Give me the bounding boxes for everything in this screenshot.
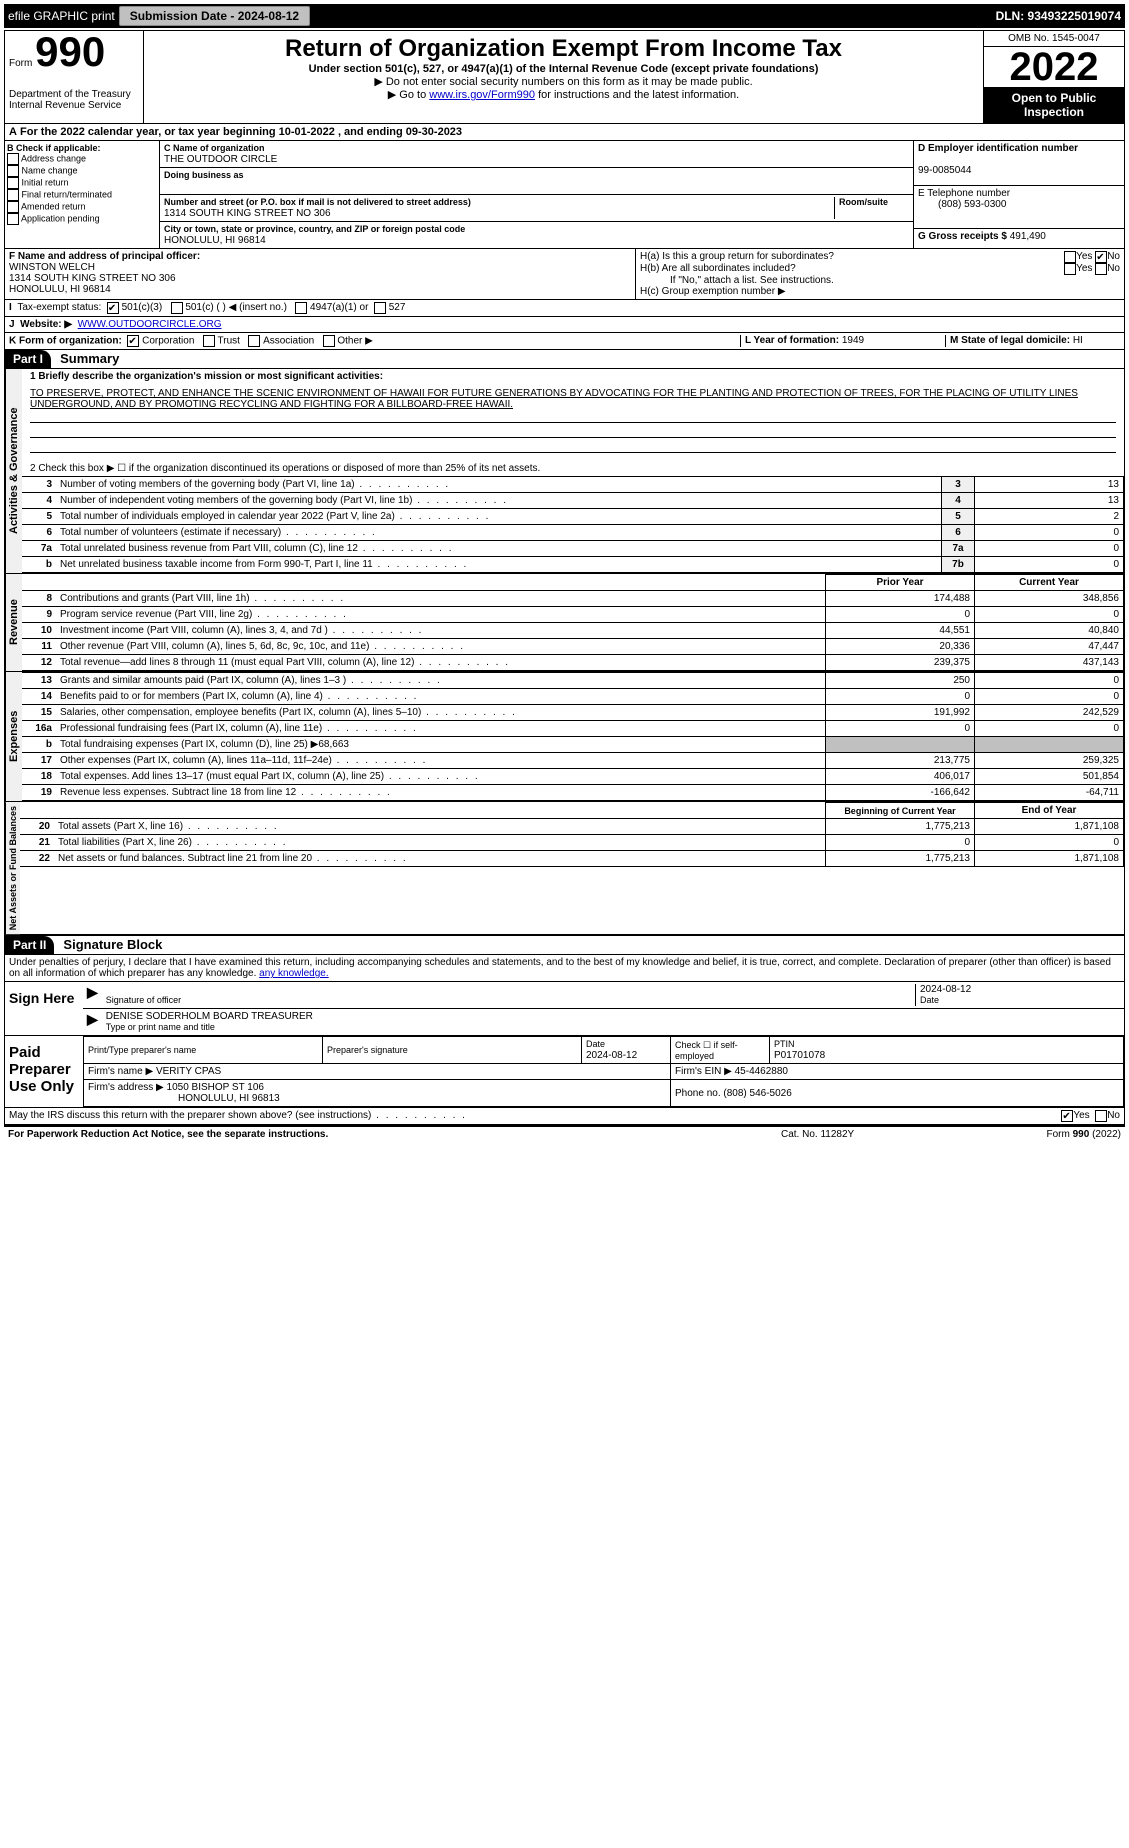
firm-phone: (808) 546-5026: [723, 1088, 791, 1099]
check-initial-return[interactable]: [7, 177, 19, 189]
declaration-text: Under penalties of perjury, I declare th…: [5, 955, 1124, 982]
check-corp[interactable]: [127, 335, 139, 347]
discuss-yes[interactable]: [1061, 1110, 1073, 1122]
form-subtitle: Under section 501(c), 527, or 4947(a)(1)…: [148, 63, 979, 75]
phone-value: (808) 593-0300: [918, 199, 1006, 210]
tax-year: 2022: [984, 47, 1124, 87]
prep-date: 2024-08-12: [586, 1050, 637, 1061]
dept-label: Department of the Treasury: [9, 89, 139, 100]
check-527[interactable]: [374, 302, 386, 314]
note-ssn: ▶ Do not enter social security numbers o…: [148, 75, 979, 88]
expense-table: 13Grants and similar amounts paid (Part …: [22, 672, 1124, 801]
dln-label: DLN: 93493225019074: [996, 9, 1121, 23]
check-trust[interactable]: [203, 335, 215, 347]
org-city: HONOLULU, HI 96814: [164, 235, 266, 246]
check-4947[interactable]: [295, 302, 307, 314]
row-I: I Tax-exempt status: 501(c)(3) 501(c) ( …: [5, 300, 1124, 317]
discuss-no[interactable]: [1095, 1110, 1107, 1122]
part2-header: Part II Signature Block: [5, 936, 1124, 955]
arrow-icon: ▶: [87, 1011, 98, 1033]
officer-print-name: DENISE SODERHOLM BOARD TREASURER: [106, 1011, 313, 1022]
org-name: THE OUTDOOR CIRCLE: [164, 154, 277, 165]
check-501c[interactable]: [171, 302, 183, 314]
check-other[interactable]: [323, 335, 335, 347]
row-J: J Website: ▶ WWW.OUTDOORCIRCLE.ORG: [5, 317, 1124, 333]
efile-label: efile GRAPHIC print: [8, 9, 115, 23]
box-C: C Name of organization THE OUTDOOR CIRCL…: [160, 141, 914, 248]
box-B: B Check if applicable: Address change Na…: [5, 141, 160, 248]
box-DEG: D Employer identification number 99-0085…: [914, 141, 1124, 248]
hb-no[interactable]: [1095, 263, 1107, 275]
note-goto: ▶ Go to www.irs.gov/Form990 for instruct…: [148, 88, 979, 101]
check-address-change[interactable]: [7, 153, 19, 165]
footer: For Paperwork Reduction Act Notice, see …: [4, 1127, 1125, 1142]
ha-yes[interactable]: [1064, 251, 1076, 263]
netassets-block: Net Assets or Fund Balances Beginning of…: [5, 802, 1124, 936]
line-A: A For the 2022 calendar year, or tax yea…: [5, 124, 1124, 141]
form-word: Form: [9, 58, 32, 69]
check-application-pending[interactable]: [7, 213, 19, 225]
governance-table: 3Number of voting members of the governi…: [22, 476, 1124, 573]
governance-block: Activities & Governance 1 Briefly descri…: [5, 369, 1124, 574]
sign-date: 2024-08-12: [920, 984, 971, 995]
mission-text: TO PRESERVE, PROTECT, AND ENHANCE THE SC…: [22, 384, 1124, 414]
check-assoc[interactable]: [248, 335, 260, 347]
state-domicile: HI: [1073, 335, 1083, 346]
hb-yes[interactable]: [1064, 263, 1076, 275]
topbar: efile GRAPHIC print Submission Date - 20…: [4, 4, 1125, 28]
section-BCDEG: B Check if applicable: Address change Na…: [5, 141, 1124, 249]
irs-link[interactable]: www.irs.gov/Form990: [429, 89, 535, 101]
gross-receipts: 491,490: [1010, 231, 1046, 242]
any-knowledge-link[interactable]: any knowledge.: [259, 968, 329, 979]
self-employed-check[interactable]: Check ☐ if self-employed: [671, 1037, 770, 1064]
firm-addr2: HONOLULU, HI 96813: [88, 1093, 280, 1104]
part1-header: Part I Summary: [5, 350, 1124, 369]
firm-ein: 45-4462880: [735, 1066, 788, 1077]
check-501c3[interactable]: [107, 302, 119, 314]
check-name-change[interactable]: [7, 165, 19, 177]
sign-here-block: Sign Here ▶ Signature of officer 2024-08…: [5, 982, 1124, 1036]
row-KLM: K Form of organization: Corporation Trus…: [5, 333, 1124, 350]
officer-name: WINSTON WELCH: [9, 262, 95, 273]
firm-name: VERITY CPAS: [156, 1066, 221, 1077]
ha-no[interactable]: [1095, 251, 1107, 263]
ein-value: 99-0085044: [918, 165, 971, 176]
check-amended[interactable]: [7, 201, 19, 213]
form-header: Form 990 Department of the Treasury Inte…: [5, 31, 1124, 124]
revenue-block: Revenue Prior YearCurrent Year8Contribut…: [5, 574, 1124, 672]
form-body: Form 990 Department of the Treasury Inte…: [4, 30, 1125, 1127]
discuss-row: May the IRS discuss this return with the…: [5, 1108, 1124, 1126]
form-number: 990: [35, 28, 105, 75]
irs-label: Internal Revenue Service: [9, 100, 139, 111]
check-final-return[interactable]: [7, 189, 19, 201]
ptin-value: P01701078: [774, 1050, 825, 1061]
netassets-table: Beginning of Current YearEnd of Year20To…: [20, 802, 1124, 867]
firm-addr1: 1050 BISHOP ST 106: [167, 1082, 264, 1093]
year-formation: 1949: [842, 335, 864, 346]
org-address: 1314 SOUTH KING STREET NO 306: [164, 208, 331, 219]
section-FH: F Name and address of principal officer:…: [5, 249, 1124, 300]
arrow-icon: ▶: [87, 984, 98, 1006]
line2-text: 2 Check this box ▶ ☐ if the organization…: [22, 461, 1124, 476]
submission-date-button[interactable]: Submission Date - 2024-08-12: [119, 6, 310, 26]
revenue-table: Prior YearCurrent Year8Contributions and…: [22, 574, 1124, 671]
open-public: Open to Public Inspection: [984, 87, 1124, 123]
paid-preparer-block: Paid Preparer Use Only Print/Type prepar…: [5, 1036, 1124, 1108]
website-link[interactable]: WWW.OUTDOORCIRCLE.ORG: [78, 319, 222, 330]
form-title: Return of Organization Exempt From Incom…: [148, 35, 979, 63]
expense-block: Expenses 13Grants and similar amounts pa…: [5, 672, 1124, 802]
